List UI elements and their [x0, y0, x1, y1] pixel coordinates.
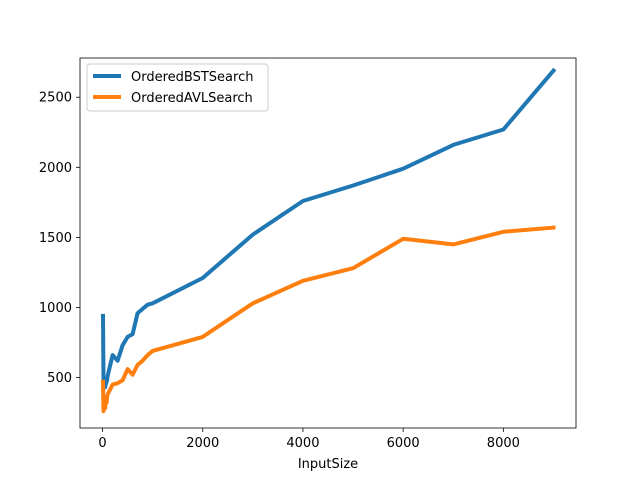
y-tick-label: 2500 — [39, 91, 72, 106]
y-tick-label: 1000 — [39, 301, 72, 316]
legend: OrderedBSTSearch OrderedAVLSearch — [86, 63, 269, 112]
x-tick-label: 4000 — [286, 436, 319, 451]
y-tick-label: 500 — [47, 371, 72, 386]
x-tick-label: 8000 — [487, 436, 520, 451]
series-layer — [100, 67, 557, 414]
series-line-OrderedAVLSearch — [100, 225, 556, 414]
plot-frame — [79, 57, 577, 429]
legend-label: OrderedBSTSearch — [131, 70, 253, 85]
x-axis-ticks: 0 2000 4000 6000 8000 — [98, 428, 520, 451]
y-tick-label: 2000 — [39, 161, 72, 176]
legend-box — [86, 63, 269, 112]
x-tick-label: 6000 — [387, 436, 420, 451]
y-tick-label: 1500 — [39, 231, 72, 246]
x-axis-label: InputSize — [298, 457, 358, 472]
x-tick-label: 0 — [98, 436, 106, 451]
y-axis-ticks: 500 1000 1500 2000 2500 — [39, 91, 80, 386]
legend-label: OrderedAVLSearch — [131, 91, 253, 106]
series-line-OrderedBSTSearch — [100, 67, 557, 390]
x-tick-label: 2000 — [186, 436, 219, 451]
